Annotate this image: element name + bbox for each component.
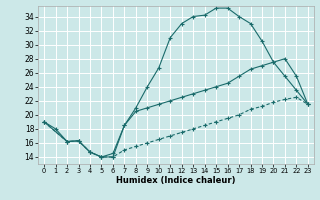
X-axis label: Humidex (Indice chaleur): Humidex (Indice chaleur)	[116, 176, 236, 185]
